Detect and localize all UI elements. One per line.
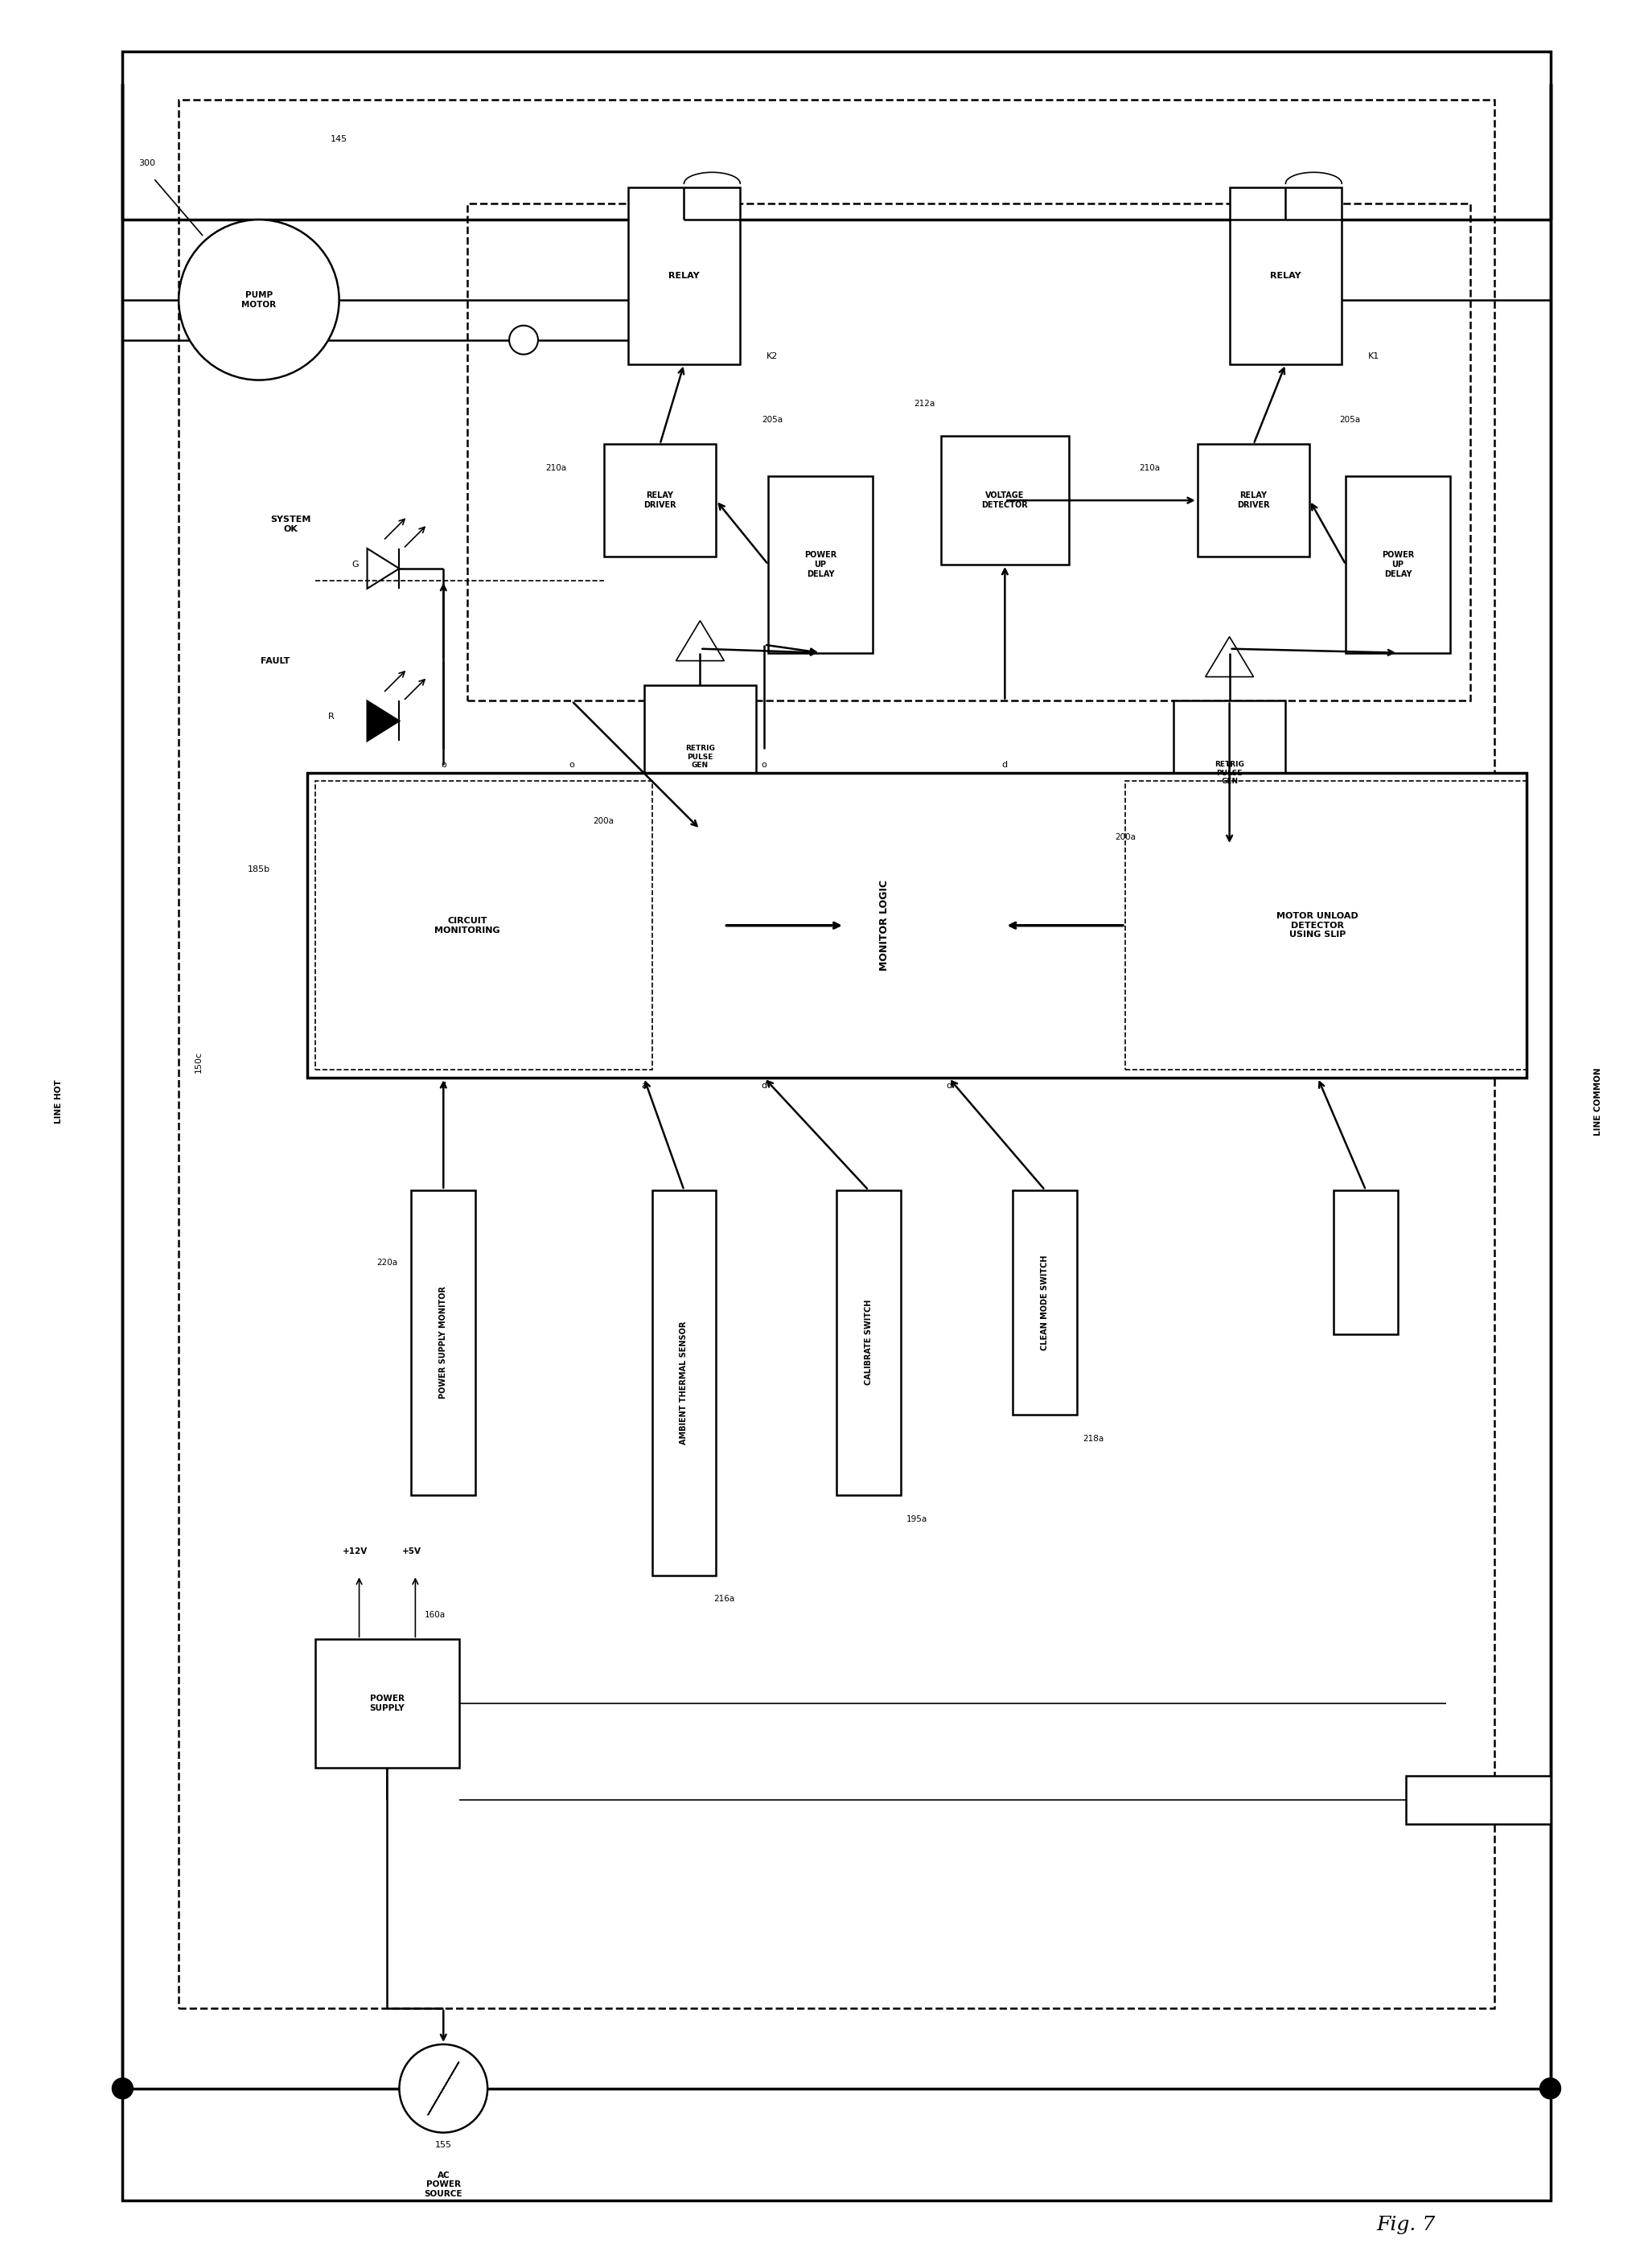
Text: POWER
UP
DELAY: POWER UP DELAY	[804, 551, 837, 578]
Text: MONITOR LOGIC: MONITOR LOGIC	[880, 880, 889, 971]
Text: RELAY
DRIVER: RELAY DRIVER	[644, 492, 676, 508]
Text: POWER
SUPPLY: POWER SUPPLY	[370, 1694, 404, 1712]
Circle shape	[1540, 2077, 1560, 2098]
Text: 160a: 160a	[424, 1610, 446, 1619]
Text: 300: 300	[138, 159, 155, 168]
Circle shape	[510, 327, 538, 354]
Text: 150c: 150c	[194, 1050, 202, 1073]
Text: RELAY: RELAY	[669, 272, 700, 279]
Circle shape	[179, 220, 339, 381]
Text: G: G	[352, 560, 358, 569]
Text: a: a	[641, 1082, 646, 1091]
Bar	[940, 435, 1069, 565]
Text: 185b: 185b	[248, 866, 270, 873]
Bar	[123, 52, 1550, 2200]
Bar	[653, 1191, 717, 1576]
Text: o: o	[569, 762, 574, 769]
Text: d: d	[1001, 762, 1008, 769]
Text: RETRIG
PULSE
GEN: RETRIG PULSE GEN	[686, 746, 715, 769]
Text: 210a: 210a	[546, 465, 566, 472]
Bar	[316, 1640, 459, 1767]
Text: SYSTEM
OK: SYSTEM OK	[271, 515, 311, 533]
Text: RELAY
DRIVER: RELAY DRIVER	[1238, 492, 1269, 508]
Bar	[628, 188, 740, 363]
Text: 218a: 218a	[1082, 1436, 1103, 1442]
Bar	[644, 685, 756, 830]
Bar	[307, 773, 1526, 1077]
Text: K2: K2	[766, 352, 778, 361]
Circle shape	[1540, 2080, 1560, 2098]
Bar	[1346, 476, 1450, 653]
Bar	[1197, 445, 1310, 556]
Text: VOLTAGE
DETECTOR: VOLTAGE DETECTOR	[981, 492, 1028, 508]
Bar	[467, 204, 1470, 701]
Text: R: R	[329, 712, 334, 721]
Polygon shape	[367, 701, 399, 742]
Text: CIRCUIT
MONITORING: CIRCUIT MONITORING	[434, 916, 500, 934]
Text: RETRIG
PULSE
GEN: RETRIG PULSE GEN	[1215, 762, 1245, 785]
Bar	[768, 476, 873, 653]
Text: 155: 155	[436, 2141, 452, 2148]
Bar	[179, 100, 1494, 2007]
Bar	[1406, 1776, 1550, 1823]
Text: 216a: 216a	[713, 1594, 735, 1603]
Circle shape	[113, 2080, 132, 2098]
Text: d: d	[945, 1082, 952, 1091]
Text: CLEAN MODE SWITCH: CLEAN MODE SWITCH	[1041, 1254, 1049, 1349]
Text: POWER
UP
DELAY: POWER UP DELAY	[1381, 551, 1414, 578]
Text: K1: K1	[1368, 352, 1379, 361]
Text: AMBIENT THERMAL SENSOR: AMBIENT THERMAL SENSOR	[681, 1320, 689, 1445]
Bar	[837, 1191, 901, 1495]
Text: LINE HOT: LINE HOT	[54, 1080, 62, 1125]
Text: +5V: +5V	[401, 1547, 421, 1556]
Text: 145: 145	[330, 136, 347, 143]
Text: FAULT: FAULT	[260, 658, 289, 665]
Bar	[603, 445, 717, 556]
Bar	[1124, 780, 1526, 1070]
Bar	[1174, 701, 1286, 846]
Text: Fig. 7: Fig. 7	[1376, 2216, 1435, 2234]
Text: AC
POWER
SOURCE: AC POWER SOURCE	[424, 2170, 462, 2198]
Text: 220a: 220a	[376, 1259, 398, 1266]
Circle shape	[112, 2077, 133, 2098]
Text: o: o	[1226, 762, 1233, 769]
Bar	[1333, 1191, 1397, 1334]
Text: d: d	[761, 1082, 768, 1091]
Text: 195a: 195a	[906, 1515, 927, 1524]
Text: RELAY: RELAY	[1271, 272, 1300, 279]
Text: 205a: 205a	[761, 415, 783, 424]
Text: 200a: 200a	[1115, 832, 1136, 841]
Text: 200a: 200a	[593, 816, 615, 826]
Text: 212a: 212a	[914, 399, 935, 408]
Bar	[1230, 188, 1342, 363]
Text: MOTOR UNLOAD
DETECTOR
USING SLIP: MOTOR UNLOAD DETECTOR USING SLIP	[1277, 912, 1358, 939]
Bar	[316, 780, 653, 1070]
Text: 205a: 205a	[1340, 415, 1360, 424]
Text: POWER SUPPLY MONITOR: POWER SUPPLY MONITOR	[439, 1286, 447, 1399]
Text: o: o	[441, 762, 446, 769]
Circle shape	[399, 2043, 488, 2132]
Text: LINE COMMON: LINE COMMON	[1595, 1068, 1603, 1136]
Text: 210a: 210a	[1139, 465, 1159, 472]
Text: PUMP
MOTOR: PUMP MOTOR	[242, 290, 276, 308]
Text: d: d	[441, 1082, 446, 1091]
Bar	[411, 1191, 475, 1495]
Text: o: o	[761, 762, 768, 769]
Text: CALIBRATE SWITCH: CALIBRATE SWITCH	[865, 1300, 873, 1386]
Text: +12V: +12V	[342, 1547, 368, 1556]
Bar	[1013, 1191, 1077, 1415]
